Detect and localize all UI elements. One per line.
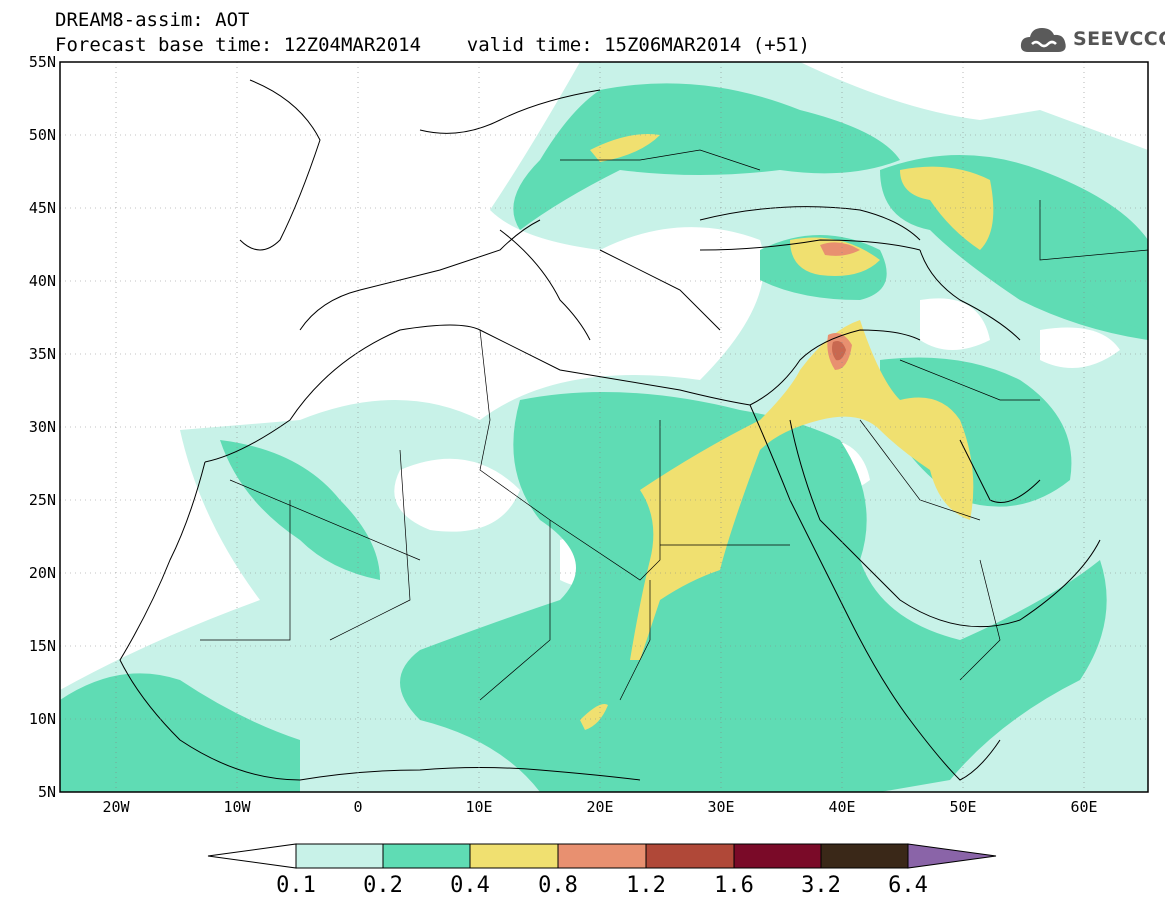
lat-label: 15N (29, 637, 56, 655)
logo-text: SEEVCCC (1073, 28, 1165, 50)
colorbar-label: 0.4 (450, 873, 490, 898)
lat-label: 5N (38, 783, 56, 801)
cloud-icon (1020, 28, 1066, 52)
map-frame (59, 61, 1149, 793)
aot-field (60, 62, 1148, 792)
lat-label: 25N (29, 491, 56, 509)
lat-label: 50N (29, 126, 56, 144)
colorbar-swatch (733, 843, 822, 869)
logo: SEEVCCC (1018, 22, 1165, 58)
lon-label: 30E (707, 798, 734, 816)
aot-level-0-4 (580, 134, 994, 730)
aot-level-1-2 (832, 341, 846, 361)
lon-label: 50E (949, 798, 976, 816)
title-line-1: DREAM8-assim: AOT (55, 9, 250, 31)
lon-label: 10W (223, 798, 251, 816)
colorbar-label: 3.2 (801, 873, 841, 898)
latitude-axis: 55N 50N 45N 40N 35N 30N 25N 20N 15N 10N … (29, 53, 56, 801)
lon-label: 10E (465, 798, 492, 816)
colorbar-swatch (382, 843, 471, 869)
colorbar-label: 1.2 (626, 873, 666, 898)
colorbar-swatch (820, 843, 909, 869)
colorbar-swatch (557, 843, 647, 869)
longitude-axis: 20W 10W 0 10E 20E 30E 40E 50E 60E (102, 798, 1097, 816)
lat-label: 35N (29, 345, 56, 363)
lat-label: 55N (29, 53, 56, 71)
graticule (60, 62, 1148, 792)
lat-label: 40N (29, 272, 56, 290)
lat-label: 30N (29, 418, 56, 436)
country-borders (200, 149, 1148, 701)
lon-label: 20E (586, 798, 613, 816)
lat-label: 45N (29, 199, 56, 217)
aot-level-0-2 (60, 83, 1148, 792)
colorbar-label: 0.1 (276, 873, 316, 898)
colorbar-label: 6.4 (888, 873, 928, 898)
title-line-2: Forecast base time: 12Z04MAR2014 valid t… (55, 34, 810, 56)
lat-label: 20N (29, 564, 56, 582)
colorbar-swatch (295, 843, 384, 869)
colorbar: 0.1 0.2 0.4 0.8 1.2 1.6 3.2 6.4 (207, 843, 997, 898)
colorbar-swatch (645, 843, 735, 869)
colorbar-over-arrow (907, 843, 997, 869)
lat-label: 10N (29, 710, 56, 728)
lon-label: 20W (102, 798, 130, 816)
lon-label: 40E (828, 798, 855, 816)
lon-label: 60E (1070, 798, 1097, 816)
coastlines (119, 79, 1101, 781)
colorbar-label: 0.8 (538, 873, 578, 898)
lon-label: 0 (353, 798, 362, 816)
colorbar-label: 0.2 (363, 873, 403, 898)
colorbar-swatch (469, 843, 559, 869)
colorbar-under-arrow (207, 843, 297, 869)
colorbar-label: 1.6 (714, 873, 754, 898)
